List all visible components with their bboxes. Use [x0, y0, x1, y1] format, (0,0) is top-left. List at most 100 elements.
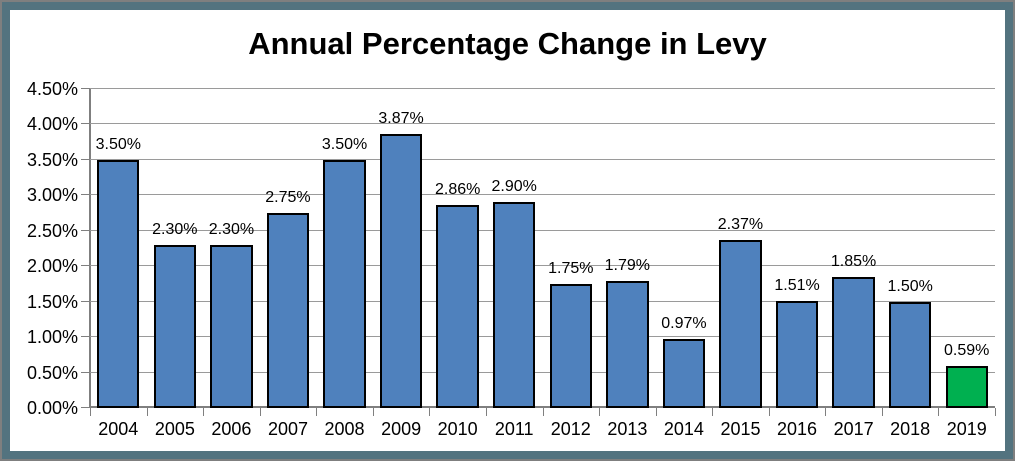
data-label-2012: 1.75%: [548, 259, 594, 277]
y-axis-tick: [81, 407, 90, 408]
y-axis-tick: [81, 300, 90, 302]
x-axis-tick: [429, 408, 431, 416]
gridline: [90, 371, 995, 373]
bar-2006: [210, 244, 253, 408]
x-axis-tick: [90, 408, 91, 416]
y-tick-label: 0.50%: [26, 362, 78, 383]
data-label-2007: 2.75%: [265, 189, 311, 207]
chart-title: Annual Percentage Change in Levy: [248, 26, 767, 61]
y-axis-line: [89, 89, 91, 408]
data-label-2019: 0.59%: [944, 342, 990, 360]
bar-2009: [379, 133, 423, 408]
gridline: [90, 158, 995, 160]
y-tick-label: 4.50%: [26, 79, 78, 99]
data-label-2014: 0.97%: [661, 315, 707, 333]
data-label-2008: 3.50%: [321, 135, 368, 153]
bar-2007: [266, 213, 310, 408]
x-axis-tick: [146, 408, 148, 416]
y-tick-label: 3.00%: [26, 185, 78, 206]
bar-2008: [323, 159, 366, 408]
data-label-2011: 2.90%: [491, 178, 537, 196]
x-axis-tick: [485, 408, 487, 416]
y-axis-tick: [81, 265, 90, 267]
bar-2018: [888, 301, 932, 408]
gridline: [90, 229, 995, 231]
y-tick-label: 1.00%: [26, 327, 78, 348]
x-axis-tick: [825, 408, 827, 416]
gridline: [90, 336, 995, 338]
x-axis-tick: [768, 408, 770, 416]
y-tick-label: 4.00%: [26, 114, 78, 135]
gridline: [90, 123, 995, 125]
x-axis-tick: [372, 408, 374, 416]
x-tick-label-2019: 2019: [946, 419, 987, 439]
x-tick-label-2017: 2017: [833, 419, 874, 439]
x-tick-label-2015: 2015: [720, 419, 761, 439]
bar-2011: [493, 202, 536, 408]
x-tick-label-2012: 2012: [550, 419, 591, 439]
data-label-2017: 1.85%: [830, 252, 877, 270]
gridline: [90, 194, 995, 196]
y-axis-tick: [81, 123, 90, 125]
x-axis-tick: [995, 408, 996, 416]
bar-2017: [832, 276, 875, 408]
bar-2012: [549, 283, 592, 408]
x-axis-tick: [938, 408, 940, 416]
x-axis-tick: [316, 408, 318, 416]
y-axis-tick: [81, 158, 90, 160]
x-axis-tick: [203, 408, 205, 416]
y-axis-tick: [81, 229, 90, 231]
data-label-2010: 2.86%: [434, 181, 481, 199]
x-tick-label-2016: 2016: [777, 419, 818, 439]
data-label-2009: 3.87%: [378, 109, 424, 127]
x-axis-tick: [599, 408, 601, 416]
data-label-2016: 1.51%: [774, 276, 820, 294]
x-tick-label-2018: 2018: [890, 419, 931, 439]
x-axis-tick: [712, 408, 714, 416]
y-tick-label: 1.50%: [26, 291, 78, 312]
y-axis-tick: [81, 88, 90, 89]
y-tick-label: 2.50%: [26, 220, 78, 241]
x-tick-label-2005: 2005: [154, 419, 195, 439]
x-axis-tick: [655, 408, 657, 416]
y-axis-tick: [81, 194, 90, 196]
x-tick-label-2006: 2006: [211, 419, 252, 439]
x-axis-baseline: [90, 406, 995, 408]
bar-2014: [662, 339, 706, 408]
data-label-2005: 2.30%: [152, 220, 198, 238]
data-label-2018: 1.50%: [887, 277, 933, 295]
gridline: [90, 300, 995, 302]
data-label-2013: 1.79%: [604, 257, 651, 275]
x-tick-label-2010: 2010: [437, 419, 478, 439]
x-tick-label-2007: 2007: [267, 419, 308, 439]
x-tick-label-2009: 2009: [381, 419, 422, 439]
x-axis-labels: 2004 2005 2006 2007 2008 2009 2010 2011 2012 2013…: [90, 420, 995, 444]
plot-area: 3.50% 2.30% 2.30% 2.75% 3.50% 3.87% 2.86% 2.90%…: [81, 88, 996, 416]
x-tick-label-2014: 2014: [663, 419, 704, 439]
y-axis-labels: 0.00% 0.50% 1.00% 1.50% 2.00% 2.50% 3.00% 3.50%…: [10, 80, 78, 417]
bar-2004: [97, 159, 140, 408]
bar-2005: [153, 244, 197, 408]
y-tick-label: 3.50%: [26, 149, 78, 170]
data-label-2004: 3.50%: [95, 135, 141, 153]
y-axis-tick: [81, 336, 90, 338]
x-axis-tick: [881, 408, 883, 416]
gridline: [90, 265, 995, 267]
bar-2019: [945, 366, 988, 408]
x-axis-tick: [542, 408, 544, 416]
gridline: [90, 88, 995, 89]
y-tick-label: 2.00%: [26, 256, 78, 277]
bar-2013: [606, 281, 649, 408]
x-tick-label-2004: 2004: [98, 419, 139, 439]
bar-2010: [436, 205, 479, 408]
bar-2015: [719, 240, 762, 408]
y-tick-label: 0.00%: [26, 398, 78, 418]
y-axis-tick: [81, 371, 90, 373]
bar-2016: [775, 300, 819, 408]
x-tick-label-2011: 2011: [494, 419, 534, 439]
x-axis-tick: [259, 408, 261, 416]
x-tick-label-2008: 2008: [324, 419, 365, 439]
x-tick-label-2013: 2013: [607, 419, 648, 439]
